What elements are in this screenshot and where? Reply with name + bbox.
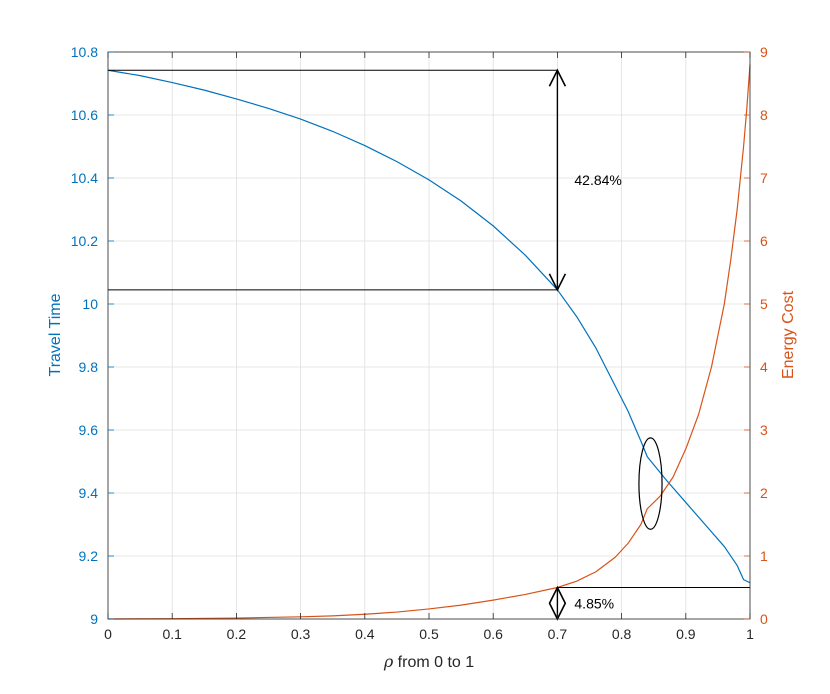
y-right-tick-label-9: 9 xyxy=(760,44,768,60)
x-tick-label-0-1: 0.1 xyxy=(162,626,182,642)
x-axis-label-symbol: ρ xyxy=(383,652,394,671)
y-left-tick-label-9-6: 9.6 xyxy=(79,422,99,438)
y-left-tick-label-10-6: 10.6 xyxy=(71,107,98,123)
y-right-tick-label-7: 7 xyxy=(760,170,768,186)
x-tick-label-0-3: 0.3 xyxy=(291,626,311,642)
y-right-tick-label-6: 6 xyxy=(760,233,768,249)
annotation-label-2: 42.84% xyxy=(574,172,621,188)
annotation-label-4: 4.85% xyxy=(574,595,614,611)
y-axis-label-left: Travel Time xyxy=(47,293,64,376)
y-right-tick-label-3: 3 xyxy=(760,422,768,438)
y-left-tick-label-9-2: 9.2 xyxy=(79,548,99,564)
arrow-head xyxy=(548,585,567,604)
x-tick-label-1: 1 xyxy=(746,626,754,642)
y-left-tick-label-10-2: 10.2 xyxy=(71,233,98,249)
annotations-group: 42.84% 4.85% xyxy=(108,68,750,621)
x-tick-label-0-8: 0.8 xyxy=(612,626,632,642)
y-left-tick-label-9: 9 xyxy=(90,611,98,627)
energy-cost-series-line xyxy=(107,64,751,620)
x-tick-label-0-5: 0.5 xyxy=(419,626,439,642)
y-left-tick-label-10-4: 10.4 xyxy=(71,170,98,186)
arrow-head xyxy=(548,68,567,87)
y-right-tick-label-8: 8 xyxy=(760,107,768,123)
y-axis-label-right: Energy Cost xyxy=(780,290,797,379)
annotation-ellipse xyxy=(638,437,663,530)
y-left-tick-label-9-8: 9.8 xyxy=(79,359,99,375)
y-right-tick-label-0: 0 xyxy=(760,611,768,627)
x-tick-label-0: 0 xyxy=(104,626,112,642)
arrow-head xyxy=(548,273,567,292)
y-right-tick-label-1: 1 xyxy=(760,548,768,564)
y-right-tick-label-4: 4 xyxy=(760,359,768,375)
x-axis-label: ρ from 0 to 1 xyxy=(383,652,474,671)
y-left-tick-label-9-4: 9.4 xyxy=(79,485,99,501)
ticks-group: 0 0.1 0.2 0.3 0.4 0.5 0.6 0.7 0.8 0.9 1 9 9.2 9.4 9.6 9… xyxy=(71,44,768,642)
y-right-tick-label-2: 2 xyxy=(760,485,768,501)
y-left-tick-label-10: 10 xyxy=(82,296,98,312)
y-right-tick-label-5: 5 xyxy=(760,296,768,312)
x-axis-label-text: from 0 to 1 xyxy=(393,654,474,671)
x-tick-label-0-7: 0.7 xyxy=(548,626,568,642)
x-tick-label-0-9: 0.9 xyxy=(676,626,696,642)
x-tick-label-0-2: 0.2 xyxy=(227,626,247,642)
x-tick-label-0-6: 0.6 xyxy=(483,626,503,642)
y-left-tick-label-10-8: 10.8 xyxy=(71,44,98,60)
x-tick-label-0-4: 0.4 xyxy=(355,626,375,642)
